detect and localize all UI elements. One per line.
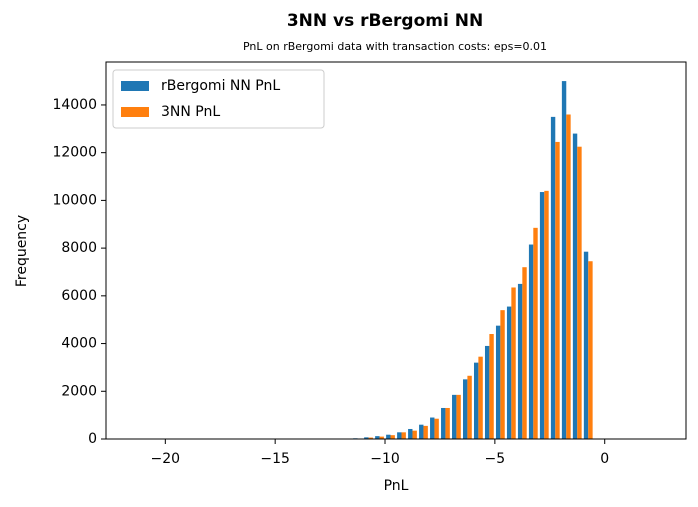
- chart-subtitle: PnL on rBergomi data with transaction co…: [243, 40, 547, 53]
- bar: [430, 417, 435, 439]
- bar: [368, 437, 373, 439]
- bar: [397, 432, 402, 439]
- bar: [500, 310, 505, 439]
- bar: [390, 435, 395, 439]
- bar: [408, 428, 413, 439]
- y-tick-label: 10000: [52, 192, 97, 208]
- legend-swatch: [121, 81, 149, 91]
- bar: [572, 133, 578, 439]
- bar: [588, 261, 593, 439]
- y-tick-label: 0: [88, 431, 97, 447]
- x-tick-label: −15: [260, 451, 290, 467]
- x-tick-label: −20: [151, 451, 181, 467]
- bar: [544, 190, 549, 439]
- x-tick-label: 0: [600, 451, 609, 467]
- bar: [456, 394, 461, 439]
- bar: [463, 379, 468, 439]
- x-tick-label: −5: [485, 451, 506, 467]
- bar: [555, 141, 560, 440]
- bar: [423, 425, 428, 439]
- bar: [473, 362, 479, 439]
- bar: [583, 251, 589, 439]
- bar: [386, 434, 391, 439]
- bar: [566, 114, 571, 440]
- bar: [401, 432, 406, 439]
- bar: [379, 436, 384, 439]
- bar: [412, 430, 417, 439]
- bar: [484, 345, 490, 439]
- bar: [539, 192, 545, 439]
- legend-label: rBergomi NN PnL: [161, 78, 280, 94]
- y-tick-label: 8000: [61, 240, 97, 256]
- bar: [561, 81, 567, 439]
- y-tick-label: 6000: [61, 288, 97, 304]
- bar: [478, 356, 483, 439]
- bar: [528, 244, 534, 439]
- bar: [550, 116, 556, 439]
- y-tick-label: 14000: [52, 97, 97, 113]
- x-axis-label: PnL: [384, 478, 409, 494]
- y-tick-label: 4000: [61, 336, 97, 352]
- chart-title: 3NN vs rBergomi NN: [287, 11, 483, 31]
- bar: [452, 394, 457, 439]
- y-tick-label: 12000: [52, 145, 97, 161]
- bar: [517, 283, 523, 439]
- legend-label: 3NN PnL: [161, 104, 220, 120]
- bar: [495, 325, 501, 439]
- bar: [467, 375, 472, 439]
- bar: [364, 437, 369, 439]
- bar: [434, 418, 439, 439]
- bar: [441, 407, 446, 439]
- bar: [577, 146, 582, 440]
- bar: [375, 436, 380, 439]
- bar: [506, 306, 512, 439]
- bar: [419, 424, 424, 439]
- y-tick-label: 2000: [61, 383, 97, 399]
- x-tick-label: −10: [370, 451, 400, 467]
- y-axis-label: Frequency: [14, 215, 30, 287]
- bar: [445, 407, 450, 439]
- bar: [522, 267, 527, 439]
- axes-frame: [105, 61, 687, 440]
- bar: [511, 287, 516, 439]
- bar: [533, 227, 538, 439]
- legend-box: [112, 69, 325, 129]
- legend-swatch: [121, 107, 149, 117]
- bar: [489, 334, 494, 439]
